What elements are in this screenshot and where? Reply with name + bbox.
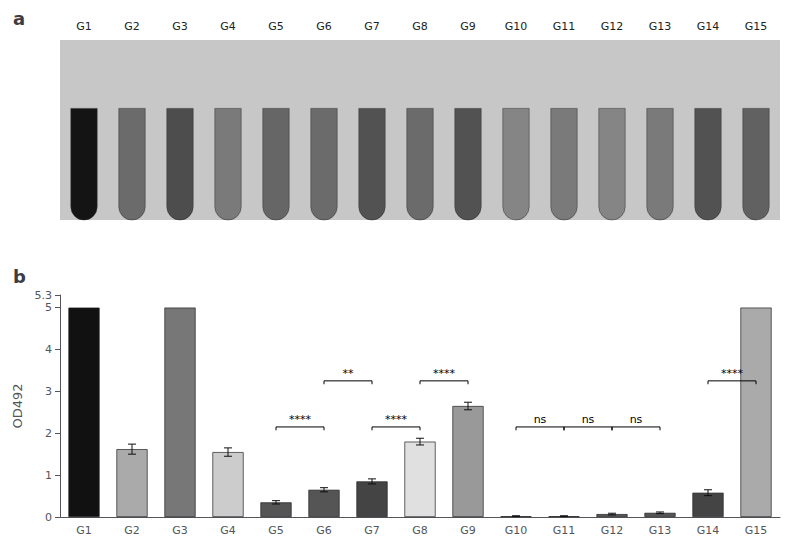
svg-text:4: 4 <box>45 343 52 356</box>
svg-text:a: a <box>13 8 25 29</box>
svg-text:ns: ns <box>582 413 595 426</box>
svg-text:OD492: OD492 <box>10 383 25 428</box>
svg-text:****: **** <box>385 413 408 426</box>
svg-text:G13: G13 <box>649 524 672 537</box>
svg-text:0: 0 <box>45 511 52 524</box>
svg-text:G4: G4 <box>220 20 236 33</box>
svg-text:G12: G12 <box>601 524 624 537</box>
svg-text:5.3: 5.3 <box>35 289 53 302</box>
svg-text:****: **** <box>721 367 744 380</box>
svg-text:G6: G6 <box>316 524 332 537</box>
svg-text:b: b <box>13 266 26 287</box>
svg-text:G3: G3 <box>172 524 188 537</box>
svg-text:G14: G14 <box>697 20 720 33</box>
svg-text:G9: G9 <box>460 20 476 33</box>
svg-text:G15: G15 <box>745 524 768 537</box>
svg-text:G1: G1 <box>76 524 92 537</box>
svg-text:G13: G13 <box>649 20 672 33</box>
svg-text:**: ** <box>343 367 355 380</box>
svg-text:3: 3 <box>45 385 52 398</box>
svg-text:G5: G5 <box>268 20 284 33</box>
svg-text:G3: G3 <box>172 20 188 33</box>
svg-text:2: 2 <box>45 427 52 440</box>
svg-text:G12: G12 <box>601 20 624 33</box>
svg-text:G6: G6 <box>316 20 332 33</box>
svg-text:G8: G8 <box>412 524 428 537</box>
svg-text:G9: G9 <box>460 524 476 537</box>
svg-text:G14: G14 <box>697 524 720 537</box>
svg-text:G11: G11 <box>553 20 576 33</box>
svg-text:1: 1 <box>45 469 52 482</box>
svg-text:5: 5 <box>45 301 52 314</box>
svg-text:G7: G7 <box>364 524 380 537</box>
svg-text:G10: G10 <box>505 524 528 537</box>
svg-text:****: **** <box>289 413 312 426</box>
svg-text:ns: ns <box>534 413 547 426</box>
svg-text:G7: G7 <box>364 20 380 33</box>
svg-text:G1: G1 <box>76 20 92 33</box>
svg-text:****: **** <box>433 367 456 380</box>
svg-text:G8: G8 <box>412 20 428 33</box>
svg-text:G15: G15 <box>745 20 768 33</box>
svg-text:G10: G10 <box>505 20 528 33</box>
svg-text:ns: ns <box>630 413 643 426</box>
svg-text:G4: G4 <box>220 524 236 537</box>
svg-text:G2: G2 <box>124 20 140 33</box>
svg-text:G5: G5 <box>268 524 284 537</box>
svg-text:G2: G2 <box>124 524 140 537</box>
svg-text:G11: G11 <box>553 524 576 537</box>
